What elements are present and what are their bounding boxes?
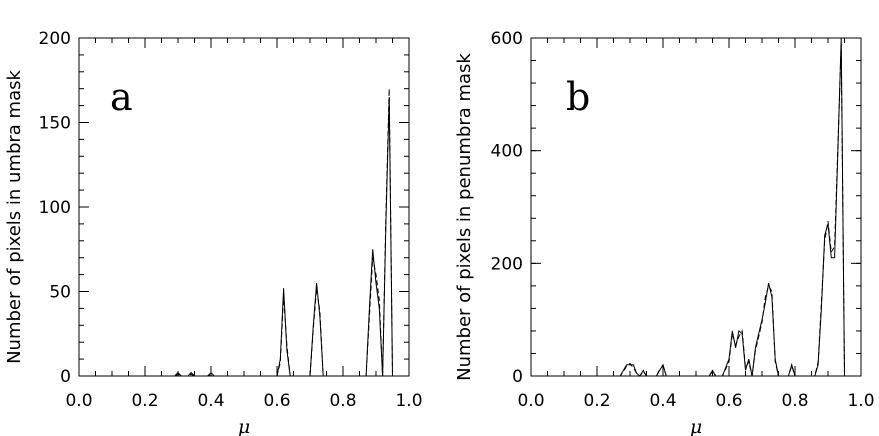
panel-a-x-tick-label: 0.8 <box>329 391 356 411</box>
panel-a-x-tick-label: 0.0 <box>65 391 92 411</box>
panel-a-x-tick-label: 0.4 <box>197 391 224 411</box>
panel-a-x-tick-label: 1.0 <box>395 391 422 411</box>
panel-b-x-axis-label: μ <box>690 416 702 436</box>
panel-a-y-tick-label: 150 <box>39 114 71 134</box>
panel-b-y-tick-label: 600 <box>491 29 523 49</box>
panel-a-x-tick-label: 0.6 <box>263 391 290 411</box>
panel-b-y-tick-label: 200 <box>491 254 523 274</box>
panel-b-x-tick-label: 0.8 <box>781 391 808 411</box>
panel-a-y-tick-label: 50 <box>49 283 71 303</box>
panel-a-series-dashed-line <box>79 88 409 377</box>
panel-a-y-tick-label: 200 <box>39 29 71 49</box>
panel-b-series-dashed-line <box>531 43 861 377</box>
panel-b-x-tick-label: 0.0 <box>517 391 544 411</box>
panel-b-x-tick-label: 1.0 <box>847 391 874 411</box>
panel-b-y-tick-label: 400 <box>491 142 523 162</box>
panel-b-x-tick-label: 0.6 <box>715 391 742 411</box>
panel-b-y-axis-label: Number of pixels in penumbra mask <box>454 53 475 381</box>
panel-b-x-tick-label: 0.4 <box>649 391 676 411</box>
panel-a-y-tick-label: 100 <box>39 198 71 218</box>
panel-a-y-tick-label: 0 <box>60 367 71 387</box>
panel-a-letter: a <box>110 75 133 119</box>
panel-a-x-tick-label: 0.2 <box>131 391 158 411</box>
panel-b-y-tick-label: 0 <box>512 367 523 387</box>
panel-b-x-tick-label: 0.2 <box>583 391 610 411</box>
panel-a-x-axis-label: μ <box>238 416 250 436</box>
panel-b-letter: b <box>566 75 590 119</box>
panel-a-y-axis-label: Number of pixels in umbra mask <box>4 70 25 364</box>
panel-a-series-solid-line <box>79 97 409 377</box>
